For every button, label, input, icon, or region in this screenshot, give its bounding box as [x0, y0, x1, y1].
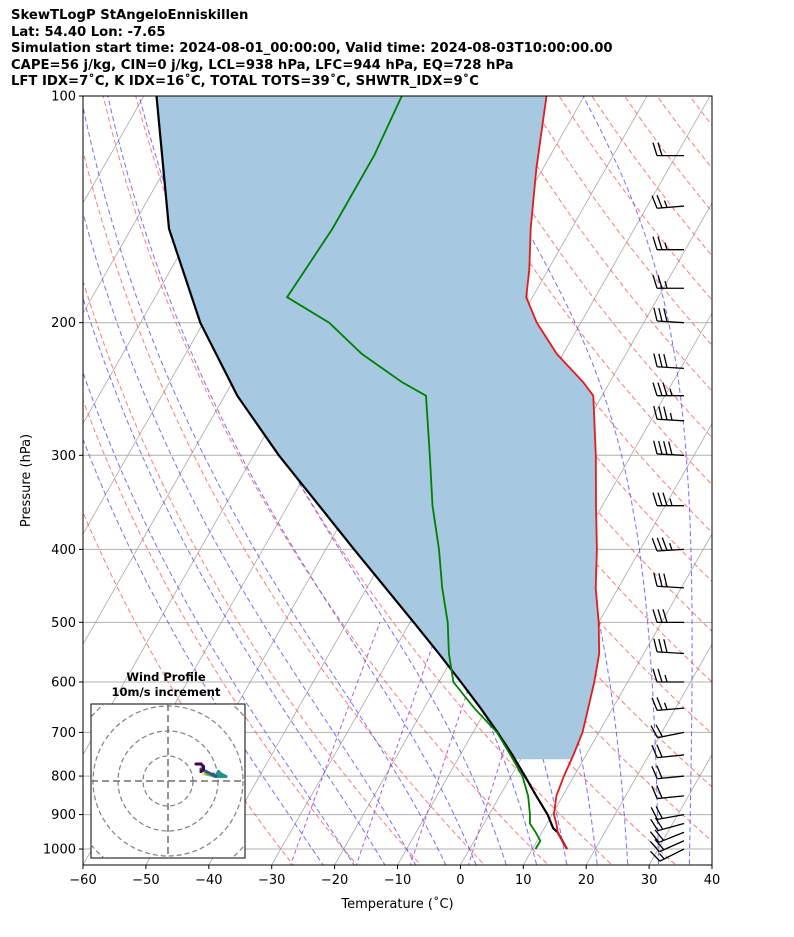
moist-adiabat — [107, 96, 477, 865]
wind-barb — [649, 848, 685, 862]
x-tick-label: −50 — [132, 873, 159, 888]
wind-barb — [653, 307, 685, 324]
y-tick-label: 100 — [51, 90, 76, 105]
inset-subtitle: 10m/s increment — [112, 685, 221, 699]
isotherm-line — [83, 96, 145, 204]
y-tick-label: 300 — [51, 449, 76, 464]
wind-barb — [652, 668, 684, 683]
moist-adiabat — [138, 96, 507, 865]
wind-barb — [653, 572, 685, 589]
wind-barb — [653, 638, 685, 655]
moist-adiabat — [719, 96, 742, 880]
dry-adiabat — [83, 148, 486, 865]
chart-title: SkewTLogP StAngeloEnniskillen — [11, 8, 249, 23]
y-tick-label: 900 — [51, 808, 76, 823]
y-tick-label: 200 — [51, 316, 76, 331]
cape-shading — [156, 96, 600, 760]
wind-barb — [650, 806, 685, 821]
x-tick-label: −60 — [69, 873, 96, 888]
dry-adiabat — [298, 96, 712, 683]
wind-barb — [651, 697, 685, 712]
moist-adiabat — [83, 296, 386, 865]
plot-area — [0, 62, 794, 881]
wind-barb — [652, 492, 684, 507]
wind-barb — [651, 195, 685, 209]
dry-adiabat — [102, 96, 550, 865]
y-tick-label: 700 — [51, 726, 76, 741]
dry-adiabat — [460, 96, 712, 439]
instability-indices-line: CAPE=56 j/kg, CIN=0 j/kg, LCL=938 hPa, L… — [11, 57, 514, 73]
x-tick-label: 20 — [578, 873, 595, 888]
x-tick-label: −30 — [258, 873, 285, 888]
x-tick-label: −40 — [195, 873, 222, 888]
wind-barb — [652, 275, 684, 289]
x-tick-label: 10 — [515, 873, 532, 888]
parcel-trace-line — [155, 96, 568, 850]
chart-header: SkewTLogP StAngeloEnniskillen Lat: 54.40… — [11, 8, 613, 91]
moist-adiabat — [83, 210, 417, 865]
moist-adiabat — [83, 104, 447, 865]
dry-adiabat — [83, 279, 422, 865]
isotherm-line — [522, 533, 712, 865]
dry-adiabat — [688, 96, 712, 127]
wind-barb — [652, 142, 684, 157]
x-axis-label: Temperature (˚C) — [340, 896, 453, 912]
wind-barb — [650, 817, 685, 832]
isotherm-line — [711, 864, 712, 865]
wind-barb — [650, 724, 685, 739]
axes: −60 −50 −40 −30 −20 −10 0 10 20 30 40 100 200 300 400 5… — [19, 90, 720, 913]
wind-barb — [653, 405, 685, 422]
isotherm-line — [0, 62, 101, 881]
dry-adiabat — [623, 96, 712, 213]
dewpoint-line — [285, 96, 542, 850]
wind-barb — [652, 236, 684, 251]
moist-adiabat — [83, 370, 355, 865]
x-tick-label: 0 — [456, 873, 464, 888]
temperature-line — [525, 96, 601, 850]
dry-adiabat — [265, 96, 712, 735]
wind-barb — [652, 609, 684, 624]
wind-barb — [651, 744, 685, 759]
y-axis-label: Pressure (hPa) — [19, 434, 34, 527]
wind-barb — [649, 839, 685, 853]
y-tick-label: 500 — [51, 616, 76, 631]
y-tick-label: 600 — [51, 675, 76, 690]
mixing-ratio-line — [468, 622, 545, 865]
dry-adiabat — [591, 96, 712, 257]
y-tick-label: 1000 — [43, 843, 76, 858]
inset-title: Wind Profile — [126, 670, 206, 684]
x-tick-label: −10 — [384, 873, 411, 888]
moist-adiabat — [453, 96, 660, 865]
dry-adiabat — [83, 511, 294, 865]
wind-barb — [651, 765, 685, 780]
isotherm-line — [397, 312, 712, 865]
isotherm-line — [585, 643, 712, 865]
stability-indices-line: LFT IDX=7˚C, K IDX=16˚C, TOTAL TOTS=39˚C… — [11, 74, 479, 89]
wind-barb — [652, 382, 684, 397]
wind-barb — [651, 537, 685, 552]
x-tick-label: −20 — [321, 873, 348, 888]
x-tick-label: 40 — [704, 873, 721, 888]
wind-barb — [653, 353, 685, 370]
isotherm-line — [83, 96, 208, 315]
location-line: Lat: 54.40 Lon: -7.65 — [11, 24, 166, 40]
moist-adiabat — [582, 96, 693, 865]
y-tick-label: 800 — [51, 770, 76, 785]
wind-barb — [651, 785, 685, 800]
wind-barb — [653, 440, 685, 456]
simulation-time-line: Simulation start time: 2024-08-01_00:00:… — [11, 41, 613, 56]
mixing-ratio-line — [290, 622, 381, 865]
dry-adiabat — [83, 398, 358, 865]
wind-barb — [649, 829, 685, 843]
y-tick-label: 400 — [51, 543, 76, 558]
x-tick-label: 30 — [641, 873, 658, 888]
wind-barbs — [649, 142, 685, 862]
moist-adiabat — [83, 437, 324, 865]
isotherm-line — [766, 62, 794, 881]
